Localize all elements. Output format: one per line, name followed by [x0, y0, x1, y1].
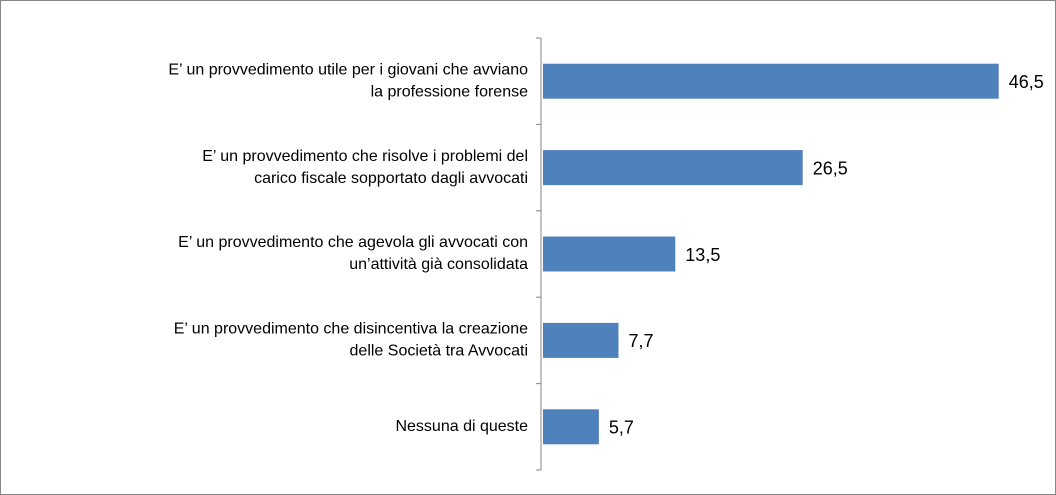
bar [543, 63, 999, 99]
category-label: un’attività già consolidata [349, 256, 528, 273]
category-label: E’ un provvedimento che risolve i proble… [202, 148, 528, 165]
category-label: delle Società tra Avvocati [350, 343, 528, 360]
value-label: 26,5 [813, 158, 848, 178]
value-label: 13,5 [685, 245, 720, 265]
bar [543, 236, 676, 272]
value-label: 46,5 [1009, 72, 1044, 92]
category-label: la professione forense [371, 83, 529, 100]
category-label: E’ un provvedimento utile per i giovani … [168, 61, 528, 78]
category-label: E’ un provvedimento che agevola gli avvo… [178, 234, 528, 251]
category-label: E’ un provvedimento che disincentiva la … [174, 321, 528, 338]
bar [543, 150, 803, 186]
bar [543, 322, 619, 358]
value-label: 7,7 [628, 331, 653, 351]
bar [543, 409, 599, 445]
category-label: Nessuna di queste [395, 418, 528, 435]
category-label: carico fiscale sopportato dagli avvocati [254, 170, 528, 187]
value-label: 5,7 [609, 418, 634, 438]
